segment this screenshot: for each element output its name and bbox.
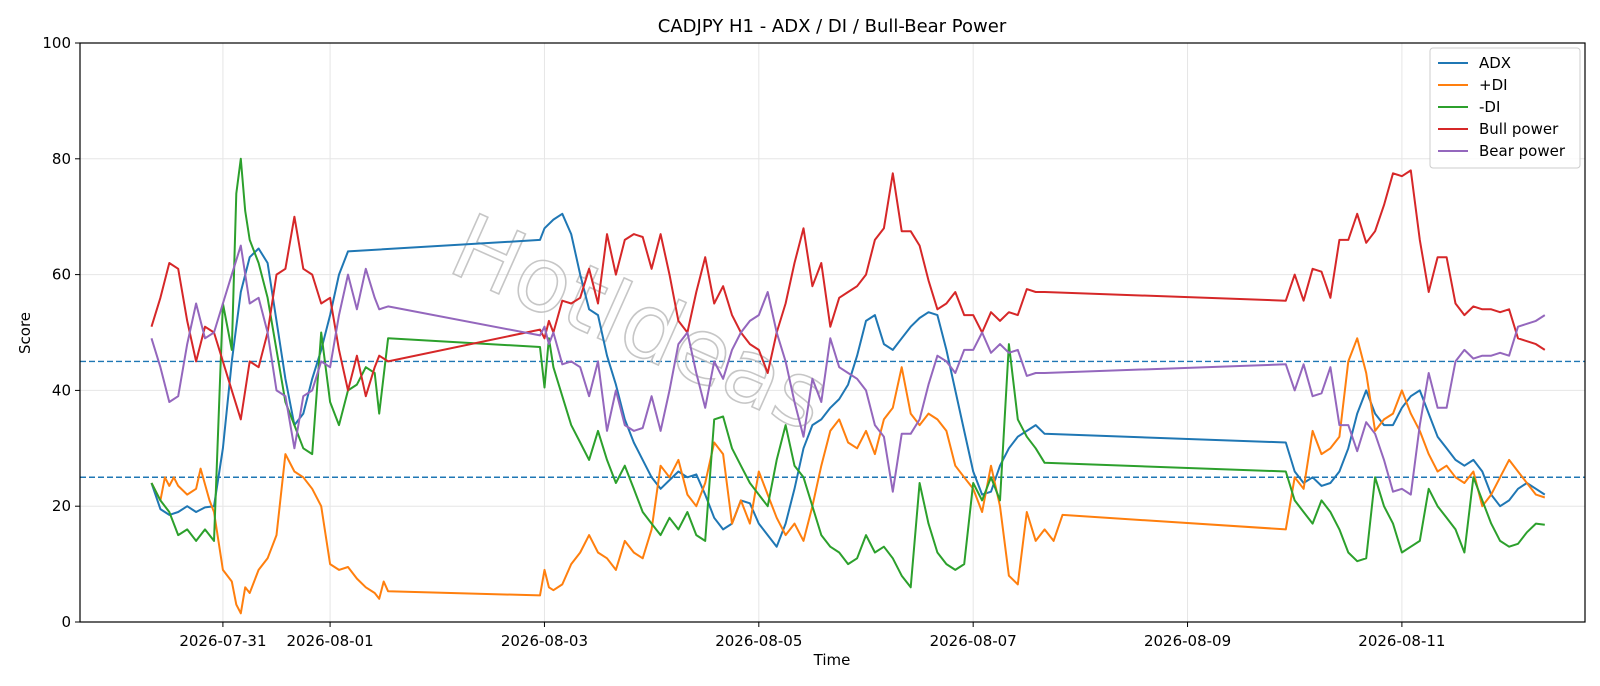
y-tick-label: 60 bbox=[52, 266, 71, 284]
y-tick-label: 100 bbox=[42, 34, 71, 52]
legend: ADX +DI -DI Bull power Bear power bbox=[1429, 47, 1581, 169]
x-tick-label: 2026-08-01 bbox=[286, 632, 373, 650]
series-line-bull-power bbox=[150, 169, 1546, 421]
series-line-bear-power bbox=[150, 244, 1546, 496]
series-lines bbox=[150, 157, 1546, 615]
x-tick-label: 2026-08-11 bbox=[1358, 632, 1445, 650]
legend-label: +DI bbox=[1479, 76, 1508, 94]
legend-label: Bull power bbox=[1479, 120, 1559, 138]
series-line-adx bbox=[150, 212, 1546, 548]
chart-title: CADJPY H1 - ADX / DI / Bull-Bear Power bbox=[658, 16, 1007, 37]
y-tick-label: 20 bbox=[52, 497, 71, 515]
legend-label: Bear power bbox=[1479, 142, 1566, 160]
x-axis-title: Time bbox=[813, 651, 851, 669]
y-axis: 0 20 40 60 80 100 bbox=[42, 34, 80, 631]
y-tick-label: 40 bbox=[52, 381, 71, 399]
x-tick-label: 2026-08-03 bbox=[501, 632, 588, 650]
legend-label: ADX bbox=[1479, 54, 1511, 72]
x-tick-label: 2026-08-07 bbox=[930, 632, 1017, 650]
y-axis-title: Score bbox=[16, 312, 34, 354]
y-tick-label: 0 bbox=[61, 613, 71, 631]
plot-frame bbox=[79, 42, 1586, 623]
series-line-di bbox=[150, 157, 1545, 589]
x-axis: 2026-07-31 2026-08-01 2026-08-03 2026-08-05… bbox=[179, 622, 1445, 650]
series-line-di bbox=[150, 337, 1546, 615]
legend-box bbox=[1429, 47, 1581, 169]
x-tick-label: 2026-08-09 bbox=[1144, 632, 1231, 650]
legend-label: -DI bbox=[1479, 98, 1500, 116]
x-tick-label: 2026-08-05 bbox=[715, 632, 802, 650]
x-tick-label: 2026-07-31 bbox=[179, 632, 266, 650]
y-tick-label: 80 bbox=[52, 150, 71, 168]
